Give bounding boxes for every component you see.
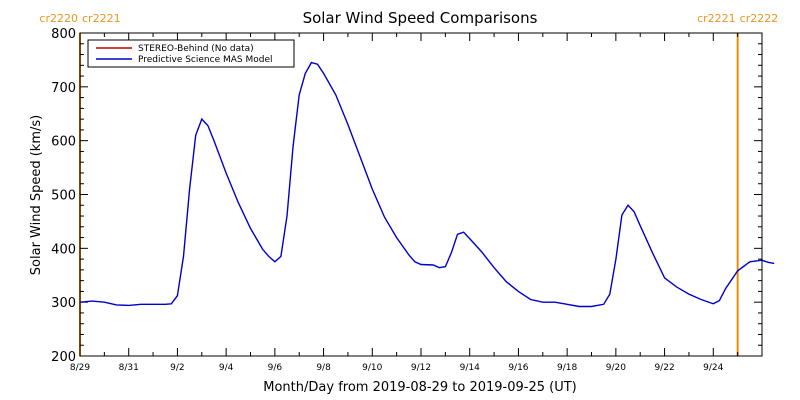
carrington-label-left: cr2220 [39, 12, 78, 25]
x-tick-label: 9/2 [170, 363, 184, 373]
legend: STEREO-Behind (No data) Predictive Scien… [87, 39, 295, 68]
series-layer [79, 61, 775, 308]
x-tick-label: 9/4 [219, 363, 234, 373]
chart-title: Solar Wind Speed Comparisons [303, 9, 538, 27]
x-tick-label: 9/18 [557, 363, 577, 373]
x-tick-label: 9/10 [362, 363, 382, 373]
x-tick-label: 8/29 [70, 363, 90, 373]
legend-label-stereo: STEREO-Behind (No data) [138, 44, 254, 54]
legend-label-mas: Predictive Science MAS Model [138, 55, 273, 65]
x-tick-label: 9/8 [316, 363, 331, 373]
y-tick-label: 800 [51, 27, 76, 42]
y-tick-label: 300 [51, 296, 76, 311]
x-tick-label: 9/12 [411, 363, 431, 373]
carrington-label-right: cr2221 [82, 12, 121, 25]
carrington-label-left: cr2221 [697, 12, 736, 25]
x-tick-label: 9/20 [606, 363, 626, 373]
x-tick-label: 9/22 [654, 363, 674, 373]
y-tick-label: 700 [51, 81, 76, 96]
legend-box [87, 39, 295, 68]
x-tick-label: 8/31 [119, 363, 139, 373]
plot-frame [79, 32, 763, 357]
x-tick-label: 9/6 [268, 363, 283, 373]
series-line-mas-model [79, 61, 775, 308]
x-axis: 8/29 8/31 9/2 9/4 9/6 9/8 9/10 9/12 9/14 9/16 9/18… [70, 33, 739, 373]
x-tick-label: 9/14 [460, 363, 480, 373]
y-tick-label: 500 [51, 189, 76, 204]
x-tick-label: 9/24 [703, 363, 723, 373]
y-tick-label: 400 [51, 242, 76, 257]
y-axis-label: Solar Wind Speed (km/s) [29, 115, 44, 275]
x-axis-label: Month/Day from 2019-08-29 to 2019-09-25 … [263, 380, 576, 395]
y-tick-label: 600 [51, 135, 76, 150]
y-axis: 200 300 400 500 600 700 800 [51, 27, 762, 365]
y-tick-label: 200 [51, 350, 76, 365]
carrington-label-right: cr2222 [740, 12, 779, 25]
x-tick-label: 9/16 [508, 363, 528, 373]
